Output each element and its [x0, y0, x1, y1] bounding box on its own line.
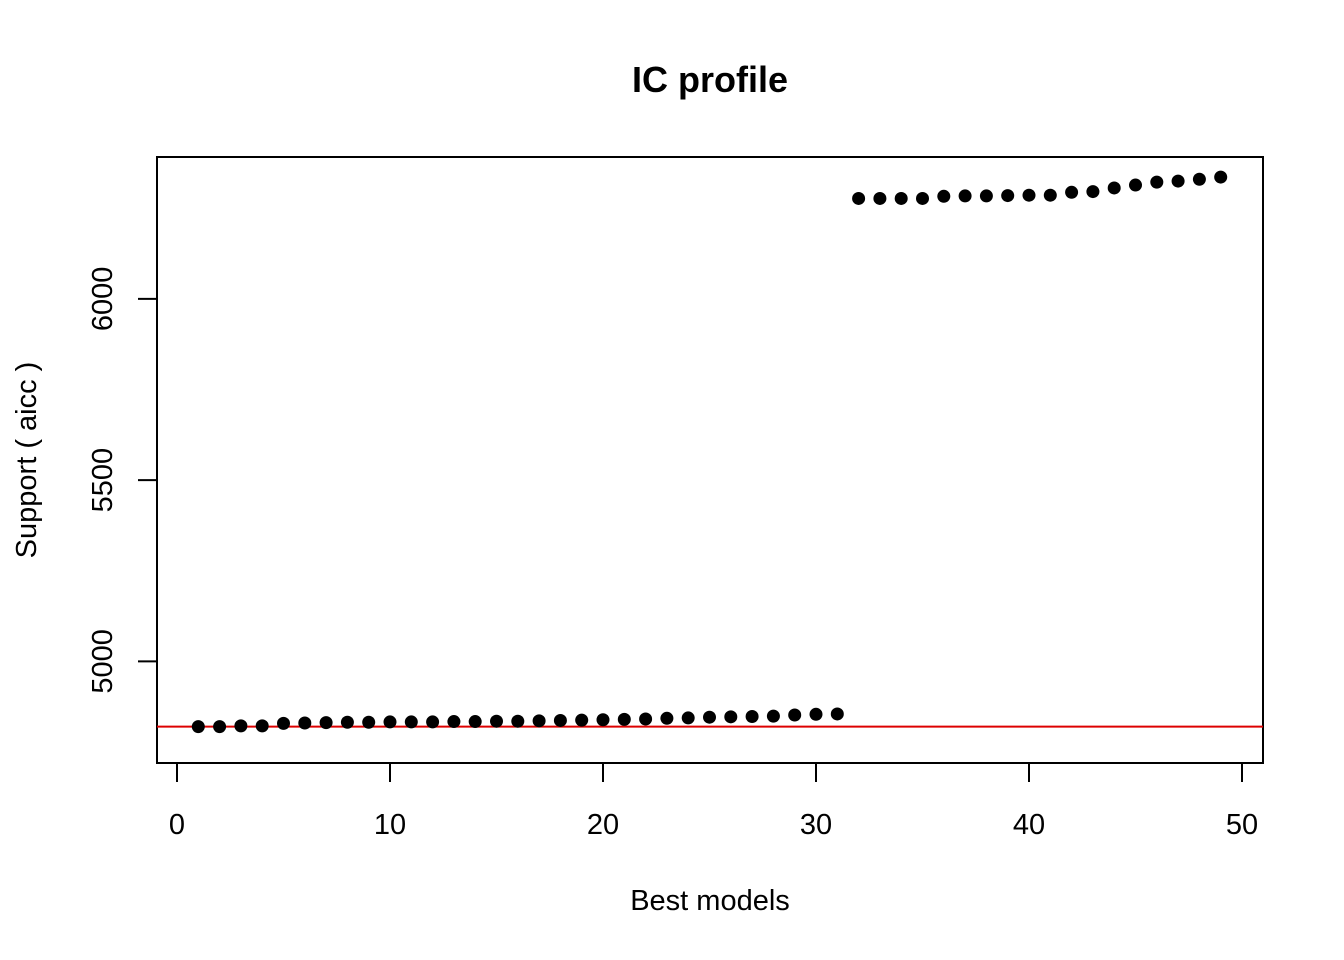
data-point — [468, 715, 482, 729]
data-point — [937, 189, 951, 203]
data-point — [745, 709, 759, 723]
y-axis-label: Support ( aicc ) — [11, 362, 43, 559]
data-point — [639, 712, 653, 726]
data-point — [660, 711, 674, 725]
data-point — [277, 716, 290, 730]
data-point — [1171, 174, 1185, 188]
data-point — [617, 712, 631, 726]
data-point — [766, 709, 780, 723]
data-point — [1001, 189, 1015, 203]
data-point — [490, 714, 503, 728]
x-tick-label: 40 — [1013, 809, 1045, 841]
data-point — [916, 191, 929, 205]
data-point — [575, 713, 589, 727]
y-tick-label: 5000 — [87, 629, 119, 694]
data-point — [958, 189, 972, 203]
data-point — [298, 716, 312, 730]
x-axis-label: Best models — [630, 885, 790, 917]
x-axis: 0 10 20 30 40 50 — [169, 762, 1258, 841]
plot-area-frame — [156, 156, 1264, 764]
data-point — [191, 720, 205, 734]
data-point — [1214, 170, 1228, 184]
data-point — [362, 715, 376, 729]
data-point — [894, 191, 908, 205]
x-tick-label: 20 — [587, 809, 619, 841]
data-point — [1192, 172, 1206, 186]
data-point — [830, 707, 844, 721]
data-point — [724, 710, 738, 724]
data-point — [511, 714, 525, 728]
data-point — [213, 720, 227, 734]
data-point — [809, 707, 823, 721]
data-point — [979, 189, 993, 203]
data-point — [447, 715, 461, 729]
data-point — [1086, 185, 1100, 199]
data-point — [1129, 178, 1142, 192]
data-point — [255, 719, 269, 733]
y-axis: 5000 5500 6000 — [87, 267, 158, 694]
data-point — [383, 715, 397, 729]
data-point — [1150, 175, 1164, 189]
data-point — [234, 719, 248, 733]
data-point — [340, 715, 354, 729]
data-point — [681, 711, 695, 725]
data-point — [1022, 188, 1036, 202]
x-tick-label: 50 — [1226, 809, 1258, 841]
y-tick-label: 6000 — [87, 267, 119, 332]
data-point — [788, 708, 802, 722]
data-point — [852, 191, 866, 205]
data-point — [404, 715, 418, 729]
x-tick-label: 10 — [374, 809, 406, 841]
y-tick-label: 5500 — [87, 448, 119, 513]
data-point — [873, 191, 887, 205]
chart-title: IC profile — [632, 59, 788, 100]
x-tick-label: 0 — [169, 809, 185, 841]
data-point — [532, 714, 546, 728]
data-point — [1043, 188, 1057, 202]
data-points — [191, 170, 1228, 734]
data-point — [553, 713, 567, 727]
data-point — [1065, 185, 1079, 199]
x-tick-label: 30 — [800, 809, 832, 841]
data-point — [596, 713, 610, 727]
data-point — [703, 710, 716, 724]
data-point — [426, 715, 440, 729]
data-point — [319, 716, 333, 730]
data-point — [1107, 181, 1121, 195]
